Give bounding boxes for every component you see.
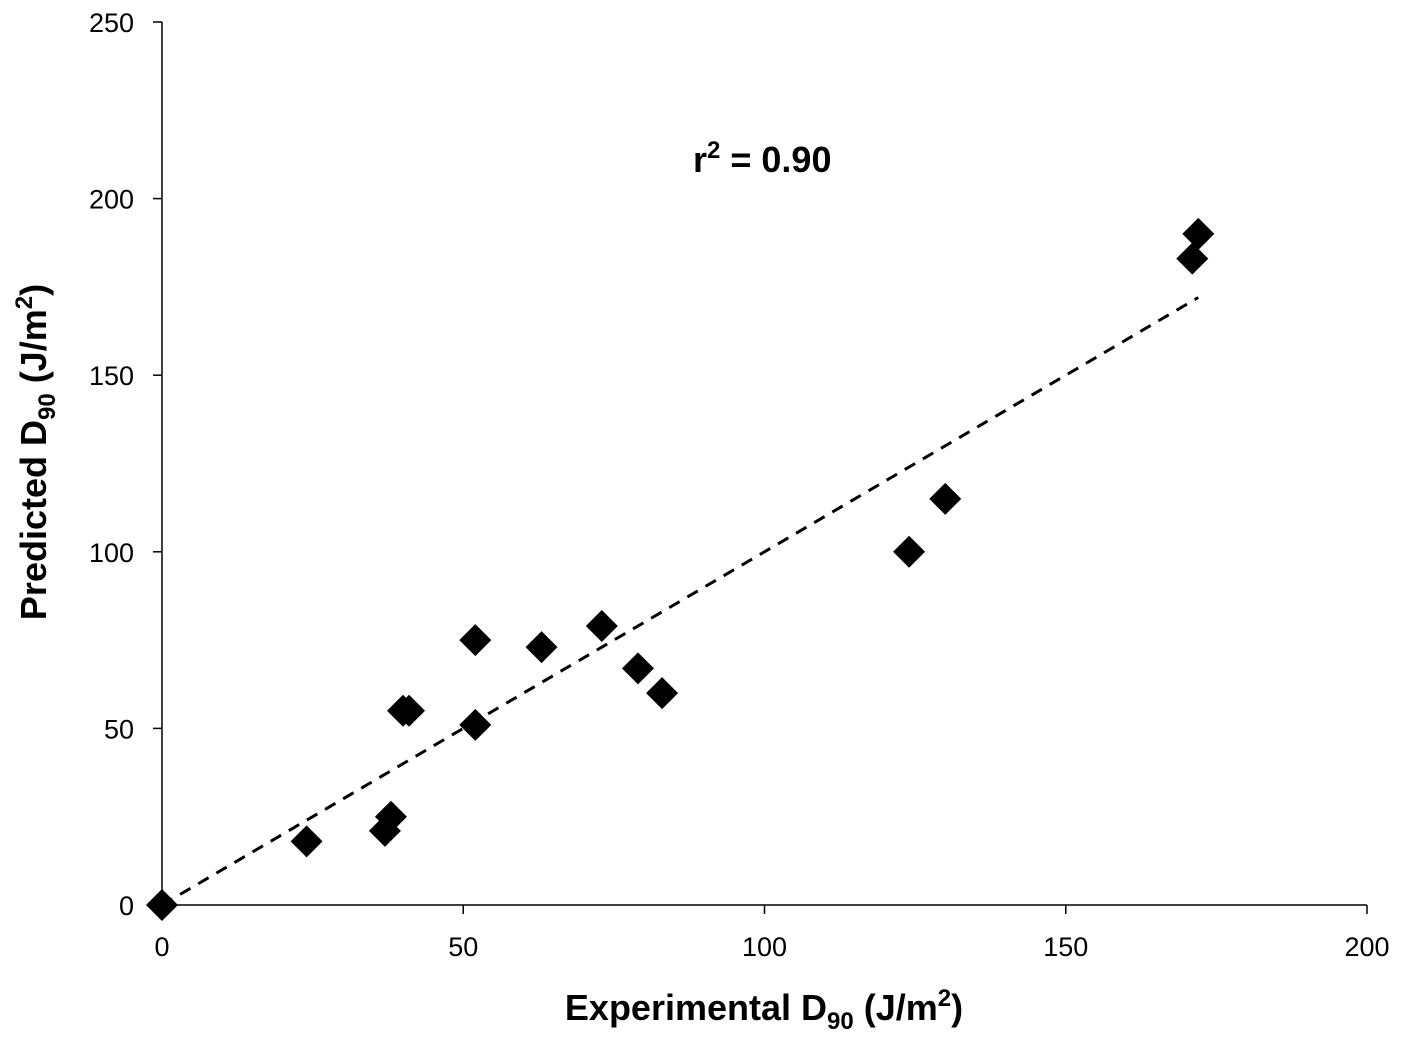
data-point	[893, 535, 926, 568]
data-point	[374, 800, 407, 833]
data-point	[929, 482, 962, 515]
trendline	[161, 296, 1200, 907]
y-tick-label: 200	[89, 185, 134, 215]
data-point	[290, 825, 323, 858]
data-points	[146, 217, 1215, 921]
data-point	[1182, 217, 1215, 250]
labels-layer: r2 = 0.90 Experimental D90 (J/m2) Predic…	[11, 137, 963, 1035]
data-point	[393, 694, 426, 727]
x-tick-label: 50	[448, 932, 478, 962]
x-tick-label: 200	[1344, 932, 1389, 962]
y-tick-label: 50	[104, 714, 134, 744]
data-point	[1176, 242, 1209, 275]
trendline-layer	[161, 296, 1200, 907]
y-tick-label: 100	[89, 538, 134, 568]
data-point	[459, 624, 492, 657]
data-point	[459, 708, 492, 741]
x-tick-label: 0	[154, 932, 169, 962]
data-point	[585, 609, 618, 642]
x-axis-title: Experimental D90 (J/m2)	[565, 985, 963, 1035]
data-point	[146, 889, 178, 921]
y-tick-label: 250	[89, 8, 134, 38]
r-squared-annotation: r2 = 0.90	[693, 137, 831, 180]
x-tick-label: 100	[742, 932, 787, 962]
data-point	[621, 652, 654, 685]
axes: 0 50 100 150 200 250 0 50 100 150 200	[89, 8, 1390, 962]
data-point	[525, 631, 558, 664]
y-tick-label: 0	[119, 891, 134, 921]
x-tick-label: 150	[1043, 932, 1088, 962]
data-point	[646, 677, 679, 710]
y-axis-title: Predicted D90 (J/m2)	[11, 284, 61, 620]
y-tick-label: 150	[89, 361, 134, 391]
